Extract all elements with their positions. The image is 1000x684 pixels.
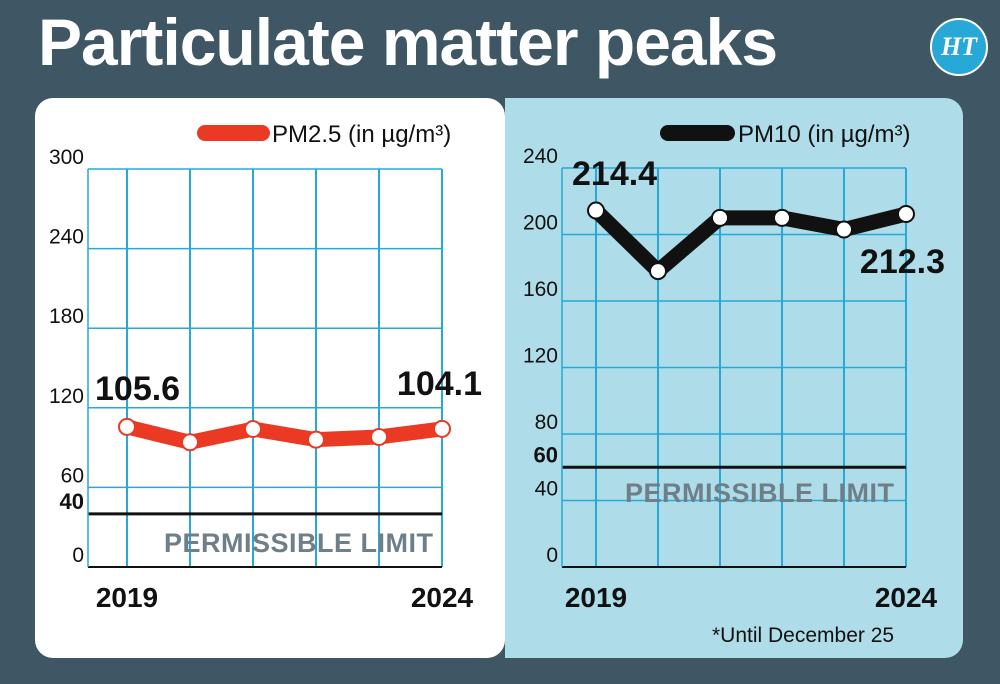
y-tick-label: 300 (49, 146, 84, 169)
x-tick-label: 2019 (565, 582, 627, 613)
data-point (244, 420, 262, 439)
data-point (711, 208, 729, 227)
ht-logo-icon: HT (930, 18, 988, 76)
data-point (773, 208, 791, 227)
data-label: 214.4 (572, 155, 657, 193)
data-label: 212.3 (860, 243, 945, 281)
series-line (119, 419, 450, 450)
permissible-limit-label: PERMISSIBLE LIMIT (625, 478, 895, 508)
data-point (835, 220, 853, 239)
y-tick-label: 0 (546, 544, 558, 567)
y-tick-label: 160 (523, 278, 558, 301)
data-point (587, 201, 605, 220)
x-tick-label: 2024 (411, 582, 474, 613)
y-tick-label: 60 (61, 464, 84, 487)
y-tick-label: 180 (49, 305, 84, 328)
y-tick-label: 40 (535, 478, 558, 501)
data-point (118, 417, 136, 436)
pm25-panel (35, 98, 505, 658)
y-tick-label: 80 (535, 411, 558, 434)
footnote: *Until December 25 (712, 624, 895, 647)
y-tick-label: 40 (60, 489, 84, 514)
data-point (433, 419, 451, 438)
y-tick-label: 200 (523, 212, 558, 235)
data-point (307, 430, 325, 449)
data-point (897, 205, 915, 224)
y-tick-label: 120 (523, 345, 558, 368)
data-point (181, 433, 199, 452)
data-point (370, 427, 388, 446)
data-point (649, 262, 667, 281)
data-label: 104.1 (397, 365, 482, 403)
data-label: 105.6 (95, 370, 180, 408)
y-tick-label: 0 (72, 544, 84, 567)
y-tick-label: 240 (49, 226, 84, 249)
y-tick-label: 60 (534, 442, 558, 467)
permissible-limit-label: PERMISSIBLE LIMIT (164, 528, 434, 558)
pm10-chart: 0 40 60 80 120 160 200 240 PERMISSIBLE LIMIT 2019… (523, 121, 945, 613)
legend-label: PM2.5 (in µg/m³) (272, 121, 451, 148)
page-title: Particulate matter peaks (38, 5, 778, 79)
pm10-panel (505, 98, 963, 658)
series-line (588, 203, 914, 279)
x-tick-label: 2019 (96, 582, 158, 613)
y-tick-label: 120 (49, 385, 84, 408)
y-tick-label: 240 (523, 145, 558, 168)
legend-label: PM10 (in µg/m³) (738, 121, 911, 148)
x-tick-label: 2024 (875, 582, 938, 613)
